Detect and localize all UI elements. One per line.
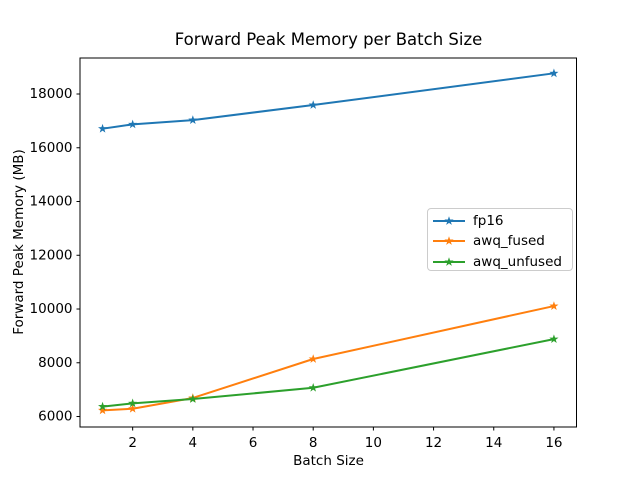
legend-label: awq_unfused <box>473 253 562 270</box>
x-axis-label: Batch Size <box>293 453 364 469</box>
legend-entry-awq_unfused: awq_unfused <box>428 252 572 272</box>
y-tick-label: 16000 <box>30 140 73 156</box>
marker-awq_unfused <box>128 398 138 408</box>
y-tick-label: 6000 <box>38 409 72 425</box>
marker-fp16 <box>188 115 198 124</box>
legend-label: awq_fused <box>473 233 545 250</box>
x-tick-label: 8 <box>309 435 318 451</box>
legend-line-sample <box>433 256 465 266</box>
x-tick-label: 6 <box>249 435 258 451</box>
marker-awq_fused <box>308 354 318 363</box>
y-tick-label: 12000 <box>30 247 73 263</box>
y-tick-label: 8000 <box>38 355 72 371</box>
marker-fp16 <box>549 68 559 78</box>
legend-entry-awq_fused: awq_fused <box>428 231 572 251</box>
marker-awq_fused <box>549 301 559 310</box>
legend: fp16 awq_fused awq_unfused <box>427 208 573 271</box>
y-axis-label: Forward Peak Memory (MB) <box>11 149 27 335</box>
y-tick-label: 18000 <box>30 86 73 102</box>
axes-frame <box>79 57 577 428</box>
marker-awq_fused <box>128 403 138 413</box>
y-tick-label: 14000 <box>30 194 73 210</box>
marker-awq_unfused <box>188 394 198 403</box>
legend-entry-fp16: fp16 <box>428 211 572 231</box>
x-tick-label: 4 <box>189 435 198 451</box>
x-tick-label: 12 <box>425 435 442 451</box>
x-tick-label: 16 <box>545 435 562 451</box>
chart-title: Forward Peak Memory per Batch Size <box>174 30 483 49</box>
star-marker-icon <box>444 236 454 246</box>
legend-line-sample <box>433 236 465 246</box>
line-awq_unfused <box>101 338 555 408</box>
x-tick-label: 14 <box>485 435 502 451</box>
star-marker-icon <box>444 256 454 266</box>
marker-fp16 <box>128 119 138 129</box>
x-tick-label: 10 <box>365 435 382 451</box>
legend-label: fp16 <box>473 213 504 230</box>
marker-awq_unfused <box>98 401 108 411</box>
y-tick-label: 10000 <box>30 301 73 317</box>
marker-awq_unfused <box>308 382 318 392</box>
x-tick-label: 2 <box>128 435 137 451</box>
star-marker-icon <box>444 216 454 226</box>
marker-awq_unfused <box>549 334 559 343</box>
line-awq_fused <box>101 305 555 412</box>
line-fp16 <box>101 72 555 130</box>
marker-fp16 <box>308 100 318 109</box>
marker-awq_fused <box>98 405 108 415</box>
marker-fp16 <box>98 123 108 133</box>
legend-line-sample <box>433 216 465 226</box>
